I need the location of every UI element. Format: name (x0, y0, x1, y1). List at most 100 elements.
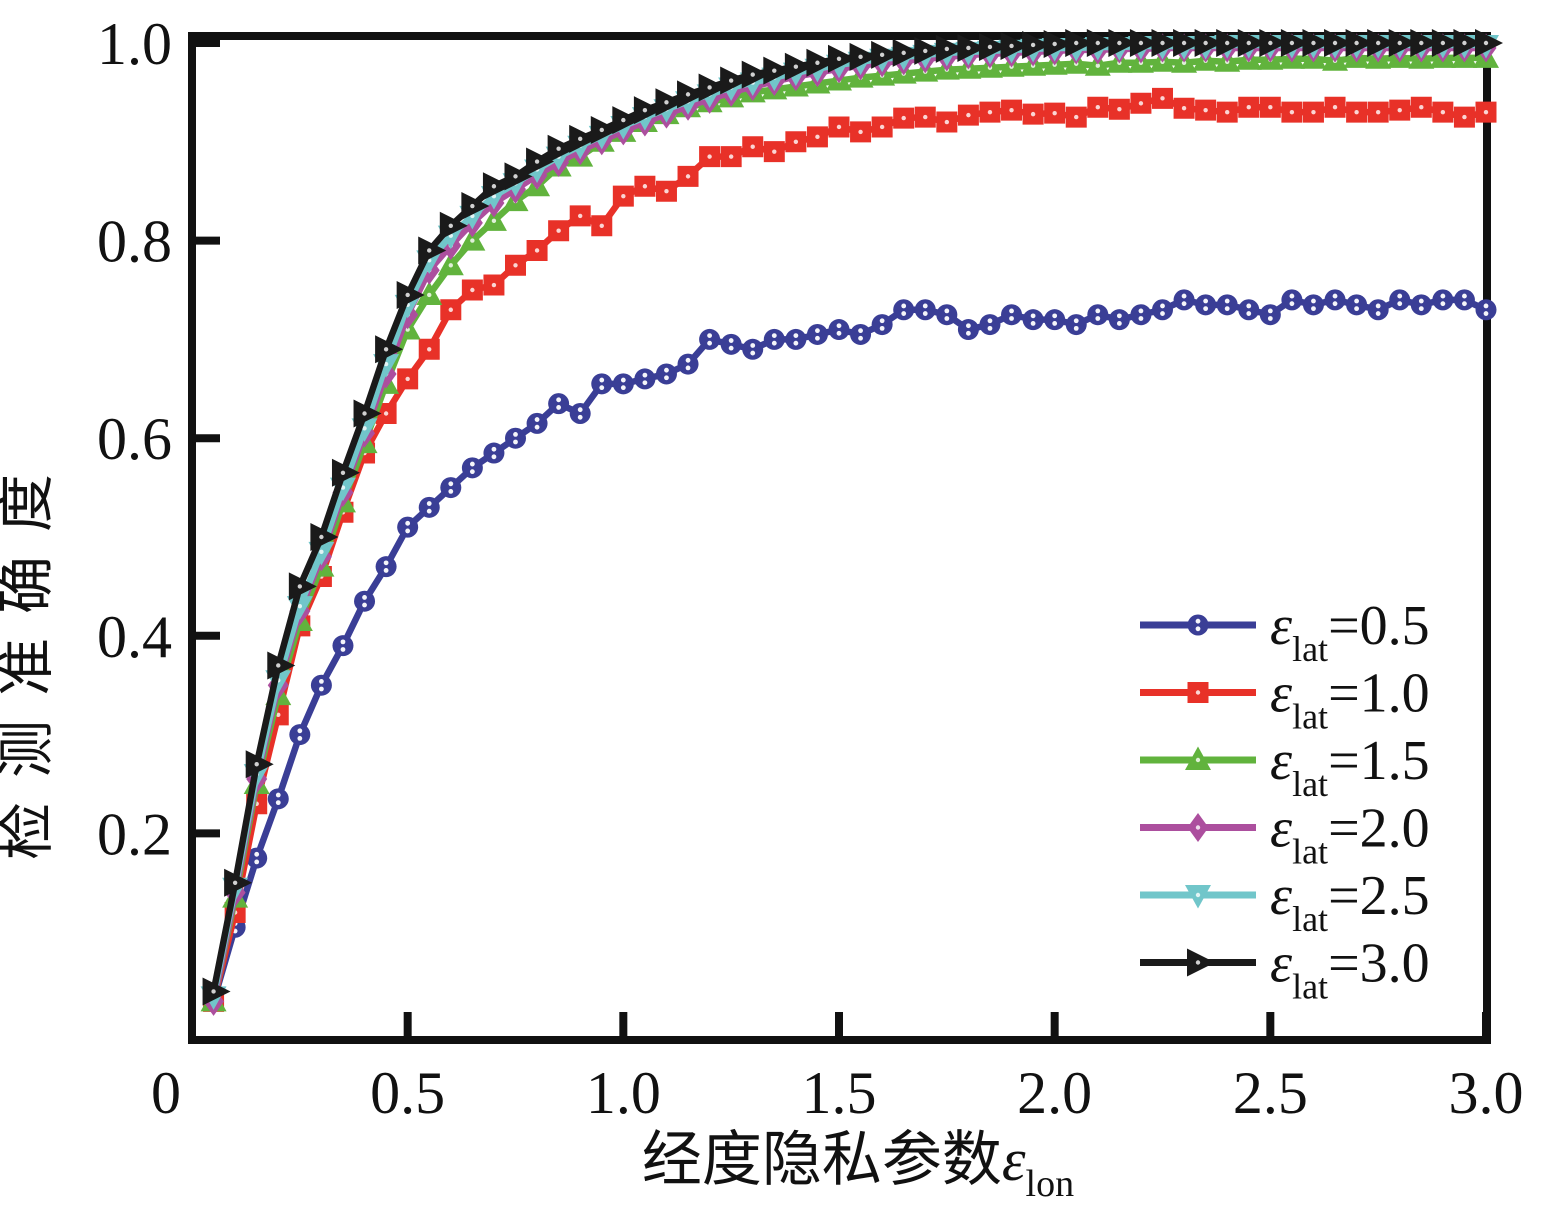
triangle-right-marker (439, 211, 468, 240)
triangle-right-marker (806, 48, 835, 77)
legend-label: εlat=1.5 (1270, 730, 1430, 804)
triangle-right-marker (1237, 29, 1266, 57)
y-tick-label: 0.2 (97, 801, 172, 867)
circle-marker (677, 353, 699, 375)
triangle-right-marker (310, 523, 339, 551)
triangle-right-marker (1022, 30, 1051, 59)
circle-marker (1367, 299, 1389, 321)
legend-item-eps_lat_1.5: εlat=1.5 (1140, 730, 1430, 804)
y-axis-label: 检测准确度 (0, 450, 59, 860)
circle-marker (267, 788, 289, 810)
circle-marker (699, 328, 721, 350)
triangle-right-marker (375, 335, 404, 364)
triangle-right-marker (418, 236, 447, 265)
triangle-right-marker (698, 73, 727, 102)
triangle-right-marker (1173, 29, 1202, 57)
circle-marker (591, 373, 613, 395)
circle-marker (1152, 299, 1173, 321)
triangle-right-marker (1431, 29, 1460, 57)
circle-marker (720, 333, 742, 355)
circle-marker (310, 674, 332, 696)
triangle-right-marker (245, 750, 274, 779)
circle-marker (957, 319, 979, 341)
y-tick-label: 0.4 (97, 604, 172, 670)
triangle-right-marker (353, 399, 382, 428)
x-axis: 0 0.5 1.0 1.5 2.0 2.5 3.0 (151, 1012, 1524, 1126)
circle-marker (1195, 294, 1217, 316)
triangle-right-marker (1280, 29, 1309, 57)
triangle-right-marker (1129, 29, 1158, 57)
triangle-right-marker (612, 106, 641, 135)
x-tick-label: 1.0 (586, 1060, 661, 1126)
circle-marker (785, 328, 807, 350)
legend-item-eps_lat_0.5: εlat=0.5 (1140, 595, 1430, 669)
circle-marker (1216, 294, 1238, 316)
triangle-right-marker (1216, 29, 1245, 57)
triangle-right-marker (1151, 29, 1180, 57)
y-tick-label: 0.6 (97, 406, 172, 472)
legend-item-eps_lat_1.0: εlat=1.0 (1140, 663, 1430, 737)
triangle-right-marker (763, 56, 792, 85)
circle-marker (1389, 289, 1411, 311)
triangle-right-marker (633, 96, 662, 125)
circle-marker (893, 299, 915, 321)
triangle-right-marker (784, 52, 813, 81)
triangle-right-marker (1475, 29, 1503, 57)
x-tick-label: 2.5 (1233, 1060, 1308, 1126)
x-tick-label: 1.5 (802, 1060, 877, 1126)
legend-item-eps_lat_3.0: εlat=3.0 (1140, 933, 1430, 1007)
x-axis-label: 经度隐私参数εlon (642, 1127, 1074, 1205)
triangle-right-marker (655, 88, 684, 117)
circle-marker (461, 457, 483, 479)
triangle-right-marker (526, 147, 555, 176)
triangle-right-marker (547, 134, 576, 163)
circle-marker (569, 403, 591, 424)
triangle-right-marker (331, 458, 360, 487)
circle-marker (375, 556, 397, 578)
triangle-right-marker (914, 36, 943, 65)
legend-label: εlat=2.0 (1270, 798, 1430, 872)
triangle-right-marker (1388, 29, 1417, 57)
circle-marker (289, 724, 311, 746)
circle-marker (655, 363, 677, 385)
y-axis: 0.2 0.4 0.6 0.8 1.0 (97, 11, 220, 867)
circle-marker (850, 323, 872, 345)
triangle-right-marker (1259, 29, 1288, 57)
triangle-right-marker (1345, 29, 1374, 57)
triangle-right-marker (1065, 29, 1094, 57)
triangle-right-marker (1086, 29, 1115, 57)
triangle-right-marker (1302, 29, 1331, 57)
circle-marker (1324, 289, 1346, 311)
circle-marker (1108, 309, 1130, 331)
circle-marker (763, 328, 785, 350)
triangle-right-marker (224, 868, 253, 897)
circle-marker (634, 368, 656, 390)
circle-marker (1087, 304, 1109, 326)
circle-marker (505, 427, 526, 449)
circle-marker (1044, 309, 1066, 331)
triangle-right-marker (978, 32, 1007, 61)
circle-marker (526, 412, 548, 434)
circle-marker (440, 477, 462, 499)
x-tick-label: 0 (151, 1060, 181, 1126)
y-tick-label: 1.0 (97, 11, 172, 77)
triangle-right-marker (741, 60, 770, 89)
x-tick-label: 3.0 (1449, 1060, 1524, 1126)
legend: εlat=0.5εlat=1.0εlat=1.5εlat=2.0εlat=2.5… (1140, 595, 1430, 1007)
x-tick-label: 0.5 (370, 1060, 445, 1126)
circle-marker (1001, 304, 1023, 326)
triangle-right-marker (504, 162, 533, 191)
y-tick-label: 0.8 (97, 209, 172, 275)
triangle-right-marker (461, 192, 490, 221)
plot-area-border (188, 32, 1491, 1044)
triangle-right-marker (590, 115, 619, 144)
circle-marker (1302, 294, 1324, 316)
circle-marker (1022, 309, 1044, 331)
circle-marker (1187, 614, 1209, 636)
circle-marker (871, 314, 893, 336)
triangle-right-marker (396, 280, 425, 309)
circle-marker (1281, 289, 1303, 311)
legend-label: εlat=2.5 (1270, 865, 1430, 939)
triangle-right-marker (871, 40, 900, 69)
